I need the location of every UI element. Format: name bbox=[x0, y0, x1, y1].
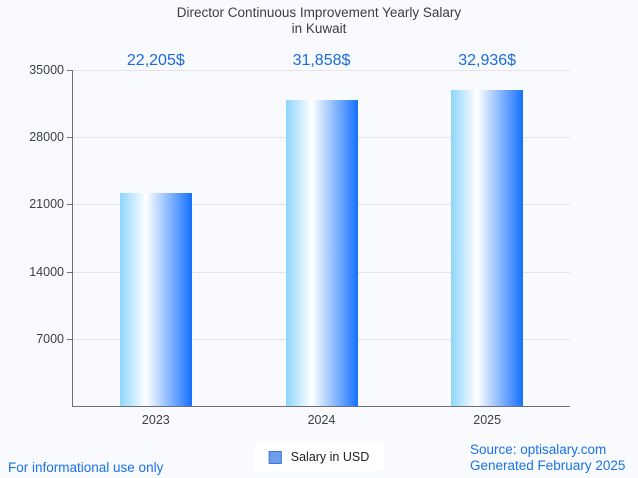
source-link[interactable]: Source: optisalary.com bbox=[470, 442, 607, 457]
y-axis-label-14000: 14000 bbox=[29, 264, 64, 279]
y-axis-tick-7000 bbox=[67, 338, 73, 340]
value-label-2023: 22,205$ bbox=[126, 52, 185, 69]
generated-date: Generated February 2025 bbox=[470, 457, 626, 473]
y-axis-tick-14000 bbox=[67, 271, 73, 273]
value-label-2024: 31,858$ bbox=[292, 52, 351, 69]
y-axis-tick-28000 bbox=[67, 137, 73, 139]
gridline-35000 bbox=[73, 70, 570, 71]
y-axis-label-35000: 35000 bbox=[29, 63, 64, 77]
source-block: Source: optisalary.com Generated Februar… bbox=[470, 442, 625, 473]
plot-area: 35000 28000 21000 14000 7000 22,205$ 2023 31,85… bbox=[29, 52, 570, 427]
chart-title: Director Continuous Improvement Yearly S… bbox=[0, 5, 638, 37]
legend: Salary in USD bbox=[254, 443, 384, 471]
y-axis-label-7000: 7000 bbox=[36, 331, 64, 346]
chart-title-line1: Director Continuous Improvement Yearly S… bbox=[176, 5, 462, 20]
y-axis-tick-35000 bbox=[67, 70, 73, 71]
value-label-2025: 32,936$ bbox=[458, 52, 517, 69]
chart-title-line2: in Kuwait bbox=[291, 21, 347, 36]
y-axis-tick-21000 bbox=[67, 204, 73, 206]
y-axis-label-21000: 21000 bbox=[29, 197, 64, 212]
bar-2023 bbox=[119, 192, 192, 406]
legend-label: Salary in USD bbox=[290, 450, 370, 464]
bar-2024 bbox=[285, 100, 358, 406]
y-axis-label-28000: 28000 bbox=[29, 130, 64, 145]
x-axis-label-2023: 2023 bbox=[141, 413, 170, 427]
disclaimer-text: For informational use only bbox=[8, 460, 164, 475]
legend-swatch-icon bbox=[268, 450, 282, 464]
x-axis-label-2025: 2025 bbox=[473, 413, 502, 427]
x-axis-label-2024: 2024 bbox=[307, 413, 336, 427]
bar-2025 bbox=[451, 89, 524, 406]
